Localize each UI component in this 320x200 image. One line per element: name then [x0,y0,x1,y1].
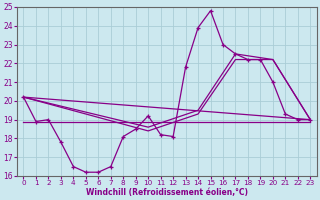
X-axis label: Windchill (Refroidissement éolien,°C): Windchill (Refroidissement éolien,°C) [86,188,248,197]
